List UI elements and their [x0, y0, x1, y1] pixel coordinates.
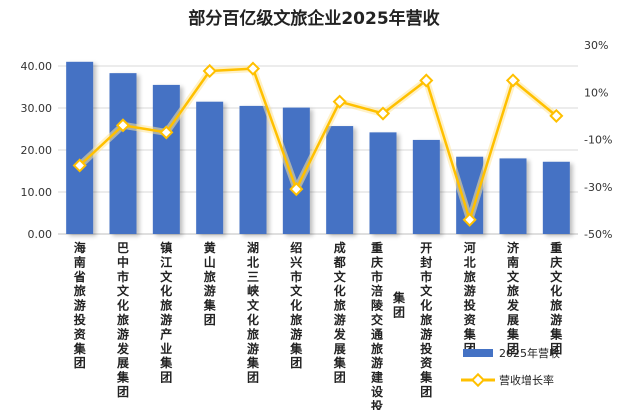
line-point	[202, 63, 217, 79]
bar	[412, 139, 440, 234]
bar	[239, 105, 267, 235]
line-point	[289, 182, 304, 197]
left-tick-label: 30.00	[21, 102, 53, 115]
legend-bar-swatch	[463, 349, 493, 357]
legend-line-marker	[470, 372, 486, 388]
right-tick-label: 30%	[584, 39, 608, 52]
category-label: 海南省旅游投资集团	[73, 240, 87, 370]
legend-line-label: 营收增长率	[499, 373, 554, 387]
right-tick-label: 10%	[584, 86, 608, 99]
bar	[542, 161, 570, 234]
legend: 2025年营收 营收增长率	[461, 346, 560, 388]
category-label: 重庆市涪陵交通旅游建设投资集团	[370, 240, 406, 410]
left-tick-label: 10.00	[21, 186, 53, 199]
bar	[369, 132, 397, 234]
left-tick-label: 0.00	[28, 228, 53, 241]
line-point	[115, 118, 131, 133]
category-label: 济南文旅发展集团	[506, 240, 520, 356]
legend-bar-label: 2025年营收	[499, 346, 560, 360]
category-label: 镇江文化旅游产业集团	[159, 240, 173, 385]
right-tick-label: -50%	[584, 228, 612, 241]
chart-title: 部分百亿级文旅企业2025年营收	[188, 8, 439, 29]
left-tick-label: 40.00	[21, 60, 53, 73]
line-series	[72, 61, 564, 227]
right-tick-label: -10%	[584, 134, 612, 147]
bar-series	[66, 61, 570, 235]
left-tick-label: 20.00	[21, 144, 53, 157]
bar	[196, 101, 224, 234]
category-label: 湖北三峡文化旅游集团	[246, 240, 260, 385]
left-axis-ticks: 0.00 10.00 20.00 30.00 40.00	[21, 60, 53, 241]
bar	[326, 126, 354, 234]
category-label: 黄山旅游集团	[203, 240, 217, 327]
category-label: 绍兴市文化旅游集团	[289, 240, 303, 370]
right-axis-ticks: 30% 10% -10% -30% -50%	[584, 39, 612, 241]
right-tick-label: -30%	[584, 181, 612, 194]
line-point	[72, 158, 87, 173]
line-point	[419, 73, 434, 88]
category-label: 成都文化旅游发展集团	[333, 240, 347, 385]
bar	[499, 158, 527, 234]
line-point	[505, 73, 521, 88]
category-label: 巴中市文化旅游发展集团	[116, 241, 130, 399]
category-label: 开封市文化旅游投资集团	[419, 241, 433, 399]
category-label: 河北旅游投资集团	[463, 240, 477, 356]
line-point	[549, 108, 564, 123]
bar	[66, 61, 94, 234]
line-path	[78, 67, 558, 222]
bar	[109, 73, 137, 234]
bar	[152, 84, 180, 235]
line-point	[462, 212, 477, 227]
line-point	[245, 61, 261, 76]
category-label: 重庆文化旅游集团	[549, 240, 563, 356]
line-point	[375, 106, 391, 121]
line-point	[159, 125, 174, 140]
category-labels: 海南省旅游投资集团 巴中市文化旅游发展集团 镇江文化旅游产业集团 黄山旅游集团 湖北三峡…	[73, 240, 564, 410]
line-point	[332, 94, 347, 109]
